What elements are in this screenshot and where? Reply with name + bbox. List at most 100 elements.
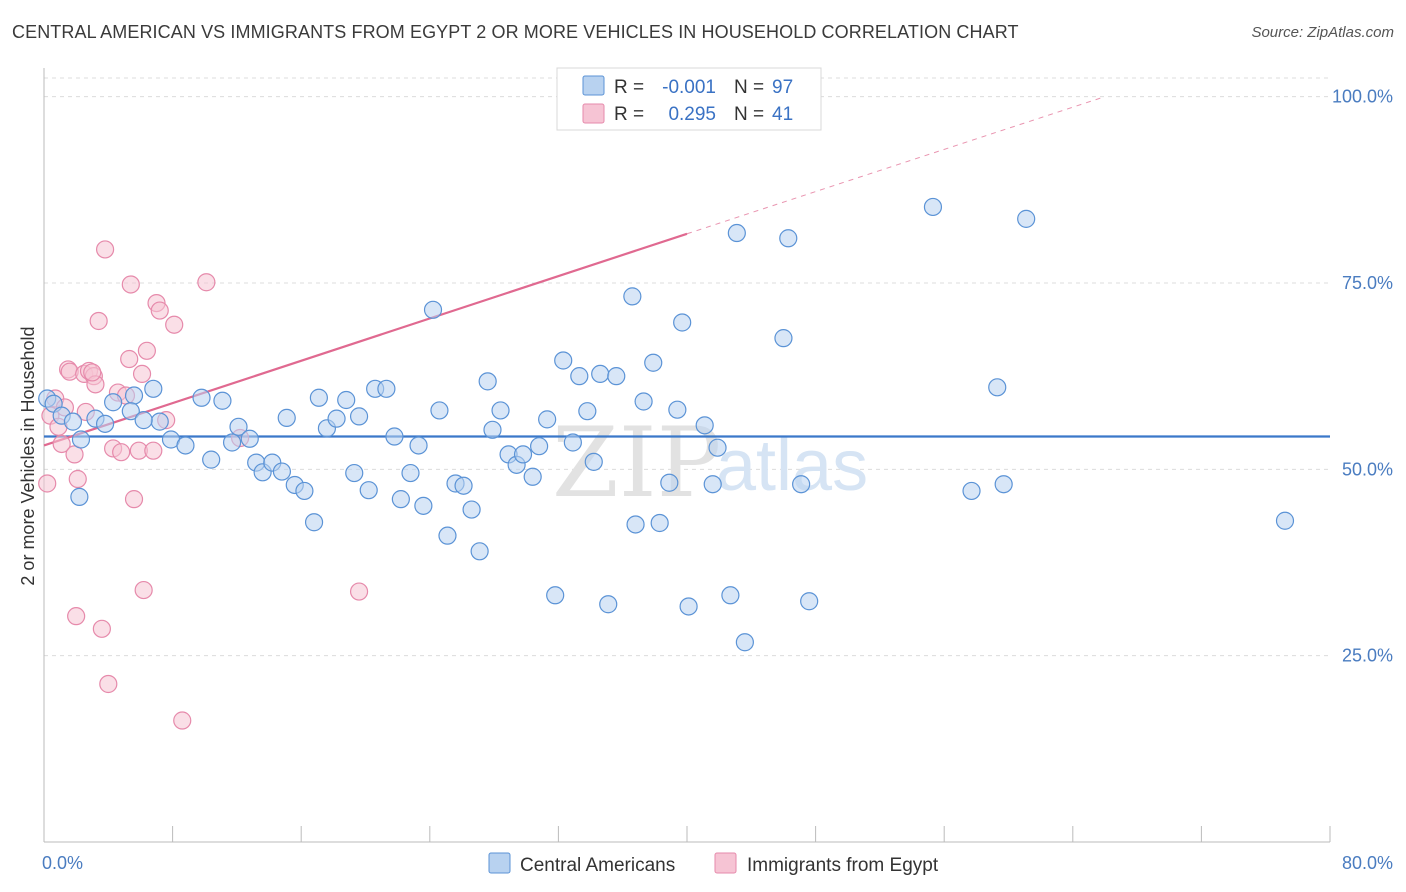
point-central-americans xyxy=(644,353,663,372)
y-tick-label: 50.0% xyxy=(1342,459,1393,479)
point-egypt xyxy=(99,674,118,694)
watermark: ZIP atlas xyxy=(552,407,868,519)
point-egypt xyxy=(112,443,131,462)
point-central-americans xyxy=(546,586,565,605)
point-central-americans xyxy=(708,438,727,457)
point-central-americans xyxy=(462,500,481,519)
point-central-americans xyxy=(470,542,489,561)
y-tick-label: 25.0% xyxy=(1342,646,1393,666)
point-central-americans xyxy=(988,378,1007,397)
point-central-americans xyxy=(599,595,618,614)
bottom-legend-label: Central Americans xyxy=(520,855,675,876)
bottom-legend-swatch-egypt xyxy=(714,852,737,874)
bottom-legend-swatch-central-americans xyxy=(488,852,511,874)
point-central-americans xyxy=(721,586,740,605)
point-central-americans xyxy=(438,526,457,545)
point-egypt xyxy=(67,607,86,626)
point-central-americans xyxy=(478,372,497,391)
point-central-americans xyxy=(591,364,610,384)
point-central-americans xyxy=(923,197,943,217)
y-tick-label: 100.0% xyxy=(1332,87,1393,107)
point-central-americans xyxy=(229,417,248,436)
correlation-legend: R = -0.001 N = 97 R = 0.295 N = 41 xyxy=(556,67,822,131)
point-central-americans xyxy=(735,633,754,652)
point-central-americans xyxy=(703,475,722,494)
point-central-americans xyxy=(660,473,679,492)
point-central-americans xyxy=(523,467,542,486)
point-central-americans xyxy=(176,436,195,455)
point-central-americans xyxy=(304,513,324,532)
point-central-americans xyxy=(349,407,369,426)
trend-layer xyxy=(43,96,1330,447)
legend-r-value: -0.001 xyxy=(662,77,716,98)
point-central-americans xyxy=(513,445,533,464)
trend-line-egypt-extension xyxy=(686,96,1106,235)
point-egypt xyxy=(124,490,144,509)
point-central-americans xyxy=(385,427,404,446)
point-central-americans xyxy=(668,400,687,419)
bottom-legend: Central Americans Immigrants from Egypt xyxy=(488,852,939,876)
point-central-americans xyxy=(409,436,428,455)
point-central-americans xyxy=(134,411,153,430)
point-central-americans xyxy=(414,496,433,515)
point-central-americans xyxy=(150,412,169,431)
point-egypt xyxy=(137,341,156,360)
point-central-americans xyxy=(626,515,645,534)
chart-title: CENTRAL AMERICAN VS IMMIGRANTS FROM EGYP… xyxy=(12,22,1019,42)
point-central-americans xyxy=(104,393,123,412)
point-central-americans xyxy=(994,475,1013,494)
point-egypt xyxy=(144,441,163,460)
x-tick-label-max: 80.0% xyxy=(1342,853,1393,873)
point-central-americans xyxy=(377,379,396,398)
bottom-legend-label: Immigrants from Egypt xyxy=(747,855,939,876)
legend-n-label: N = xyxy=(734,77,764,98)
point-central-americans xyxy=(727,223,746,243)
legend-r-label: R = xyxy=(614,104,644,125)
point-central-americans xyxy=(309,388,328,407)
point-central-americans xyxy=(423,300,443,319)
point-central-americans xyxy=(327,409,346,428)
point-central-americans xyxy=(240,429,259,448)
chart-source: Source: ZipAtlas.com xyxy=(1251,24,1394,41)
point-central-americans xyxy=(530,437,549,456)
point-central-americans xyxy=(623,287,642,306)
point-central-americans xyxy=(144,379,163,398)
point-egypt xyxy=(197,273,216,292)
point-central-americans xyxy=(800,592,819,611)
watermark-zip: ZIP xyxy=(552,407,721,519)
watermark-atlas: atlas xyxy=(716,426,868,506)
point-egypt xyxy=(150,301,169,320)
point-egypt xyxy=(68,469,87,489)
point-egypt xyxy=(52,434,71,454)
point-central-americans xyxy=(673,313,692,332)
points-layer xyxy=(38,197,1295,730)
legend-r-value: 0.295 xyxy=(668,104,716,125)
grid-layer: 25.0% 50.0% 75.0% 100.0% xyxy=(44,77,1393,666)
point-central-americans xyxy=(554,351,573,370)
point-central-americans xyxy=(202,450,221,469)
point-central-americans xyxy=(277,408,296,427)
legend-n-value: 41 xyxy=(772,104,793,125)
point-central-americans xyxy=(563,433,582,452)
point-central-americans xyxy=(121,402,140,421)
point-central-americans xyxy=(454,476,473,495)
point-egypt xyxy=(89,311,108,331)
point-central-americans xyxy=(124,386,144,405)
point-central-americans xyxy=(695,416,714,435)
point-central-americans xyxy=(483,420,502,439)
point-central-americans xyxy=(345,463,364,483)
point-central-americans xyxy=(401,463,420,483)
point-egypt xyxy=(120,349,139,369)
point-central-americans xyxy=(774,329,793,348)
point-egypt xyxy=(95,240,115,259)
point-central-americans xyxy=(391,490,410,509)
point-central-americans xyxy=(359,481,378,500)
point-egypt xyxy=(83,363,102,382)
y-axis-title: 2 or more Vehicles in Household xyxy=(18,326,38,585)
point-egypt xyxy=(134,580,153,600)
x-tick-label-min: 0.0% xyxy=(42,853,83,873)
point-egypt xyxy=(38,474,57,493)
point-central-americans xyxy=(962,481,981,501)
point-central-americans xyxy=(63,412,83,431)
point-central-americans xyxy=(491,401,510,420)
